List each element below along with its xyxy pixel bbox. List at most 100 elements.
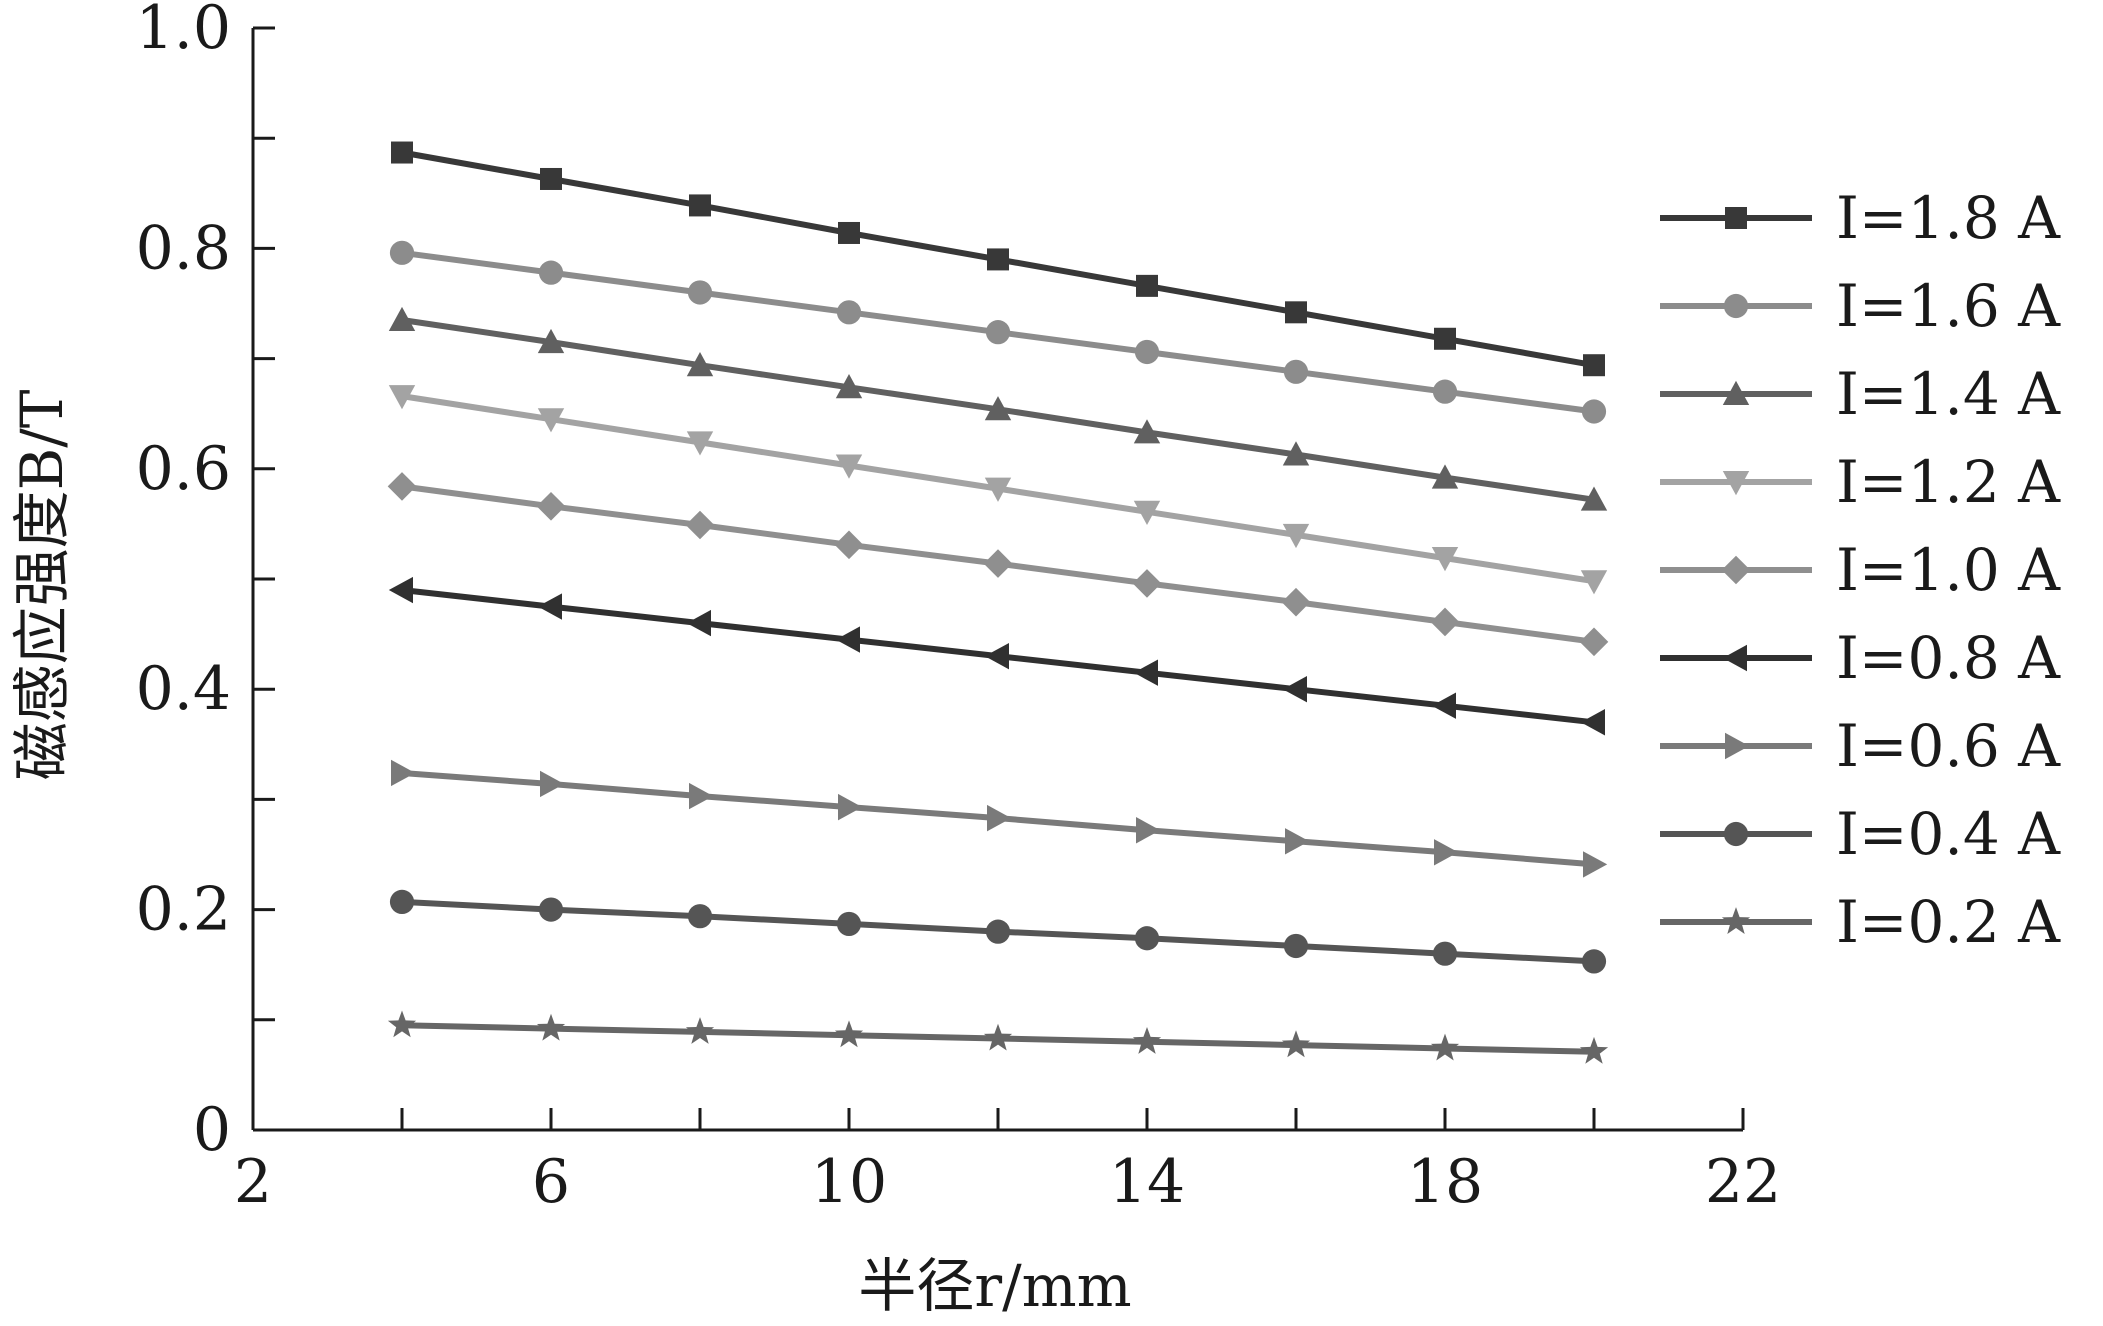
data-point <box>1136 817 1161 844</box>
data-point <box>1283 933 1309 959</box>
legend-label: I=0.8 A <box>1836 624 2061 692</box>
data-point <box>391 141 413 164</box>
data-point <box>985 320 1011 345</box>
y-tick-label: 1.0 <box>136 0 231 63</box>
series-6 <box>388 576 1605 736</box>
data-point <box>1581 949 1607 974</box>
data-point <box>1281 587 1311 617</box>
legend-entry: I=1.2 A <box>1660 448 2061 516</box>
data-point <box>536 1013 566 1041</box>
data-point <box>836 911 862 937</box>
data-point <box>1432 379 1458 404</box>
series-8 <box>389 889 1607 974</box>
data-point <box>835 374 863 399</box>
data-point <box>537 328 565 354</box>
legend: I=1.8 A I=1.6 A I=1.4 A I=1.2 A I=1.0 A I=0.8… <box>1660 184 2061 956</box>
legend-marker <box>1722 380 1750 405</box>
data-point <box>1132 1027 1162 1054</box>
data-point <box>1583 354 1605 377</box>
data-point <box>1430 1033 1460 1061</box>
legend-marker <box>1721 555 1751 585</box>
data-point <box>536 491 566 521</box>
data-point <box>1434 327 1456 350</box>
data-point <box>984 396 1012 421</box>
data-point <box>686 609 711 637</box>
legend-label: I=1.4 A <box>1836 360 2061 428</box>
legend-marker <box>1723 293 1749 319</box>
data-point <box>1431 692 1456 719</box>
data-point <box>838 793 863 821</box>
data-point <box>1132 569 1162 598</box>
legend-marker <box>1723 821 1749 847</box>
y-tick-label: 0.6 <box>136 434 231 504</box>
data-point <box>538 260 564 285</box>
legend-entry: I=1.4 A <box>1660 360 2061 428</box>
x-tick-label: 6 <box>532 1147 570 1217</box>
data-point <box>983 1023 1013 1051</box>
data-point <box>1579 1036 1609 1064</box>
data-point <box>685 1017 715 1044</box>
data-point <box>537 408 565 433</box>
data-point <box>1133 419 1161 444</box>
y-tick-label: 0.2 <box>136 875 231 945</box>
legend-marker <box>1722 644 1747 672</box>
x-tick-label: 22 <box>1705 1147 1781 1217</box>
legend-marker <box>1725 207 1747 229</box>
y-axis-title: 磁感应强度B/T <box>8 389 76 780</box>
legend-label: I=1.6 A <box>1836 272 2061 340</box>
data-point <box>835 626 860 653</box>
data-point <box>1431 464 1459 489</box>
data-point <box>388 306 416 332</box>
x-tick-label: 10 <box>811 1147 887 1217</box>
data-point <box>388 385 416 410</box>
data-point <box>689 782 714 810</box>
legend-label: I=0.2 A <box>1836 888 2061 956</box>
legend-entry: I=1.8 A <box>1660 184 2061 252</box>
data-point <box>685 510 715 540</box>
x-tick-label: 18 <box>1407 1147 1483 1217</box>
data-point <box>1285 828 1310 855</box>
y-tick-label: 0.8 <box>136 213 231 283</box>
legend-label: I=0.4 A <box>1836 800 2061 868</box>
data-point <box>1285 301 1307 324</box>
series-7 <box>391 759 1608 878</box>
data-point <box>537 593 562 620</box>
data-point <box>391 759 416 787</box>
data-point <box>1282 676 1307 703</box>
legend-marker <box>1725 732 1750 760</box>
data-point <box>984 642 1009 670</box>
data-point <box>389 889 415 914</box>
y-tick-label: 0.4 <box>136 654 231 724</box>
data-point <box>1579 627 1609 657</box>
data-point <box>1133 659 1158 686</box>
axes: 0 0.2 0.4 0.6 0.8 1.0 2 6 10 14 18 22 <box>136 0 1782 1217</box>
legend-label: I=1.0 A <box>1836 536 2061 604</box>
x-tick-label: 14 <box>1109 1147 1185 1217</box>
series-layer <box>387 141 1609 1064</box>
data-point <box>689 194 711 217</box>
data-point <box>1136 274 1158 297</box>
data-point <box>984 477 1012 502</box>
legend-entry: I=0.4 A <box>1660 800 2061 868</box>
data-point <box>836 300 862 325</box>
data-point <box>835 454 863 479</box>
data-point <box>1134 339 1160 365</box>
legend-entry: I=1.6 A <box>1660 272 2061 340</box>
legend-marker <box>1721 907 1751 934</box>
y-tick-label: 0 <box>193 1095 231 1165</box>
data-point <box>686 431 714 456</box>
data-point <box>1283 359 1309 384</box>
data-point <box>540 167 562 190</box>
data-point <box>1581 399 1607 424</box>
data-point <box>388 576 413 604</box>
data-point <box>1434 839 1459 866</box>
legend-entry: I=0.8 A <box>1660 624 2061 692</box>
data-point <box>987 804 1012 832</box>
data-point <box>1583 851 1608 878</box>
data-point <box>1432 941 1458 966</box>
legend-marker <box>1722 471 1750 496</box>
data-point <box>987 248 1009 271</box>
data-point <box>540 770 565 798</box>
data-point <box>834 1020 864 1048</box>
